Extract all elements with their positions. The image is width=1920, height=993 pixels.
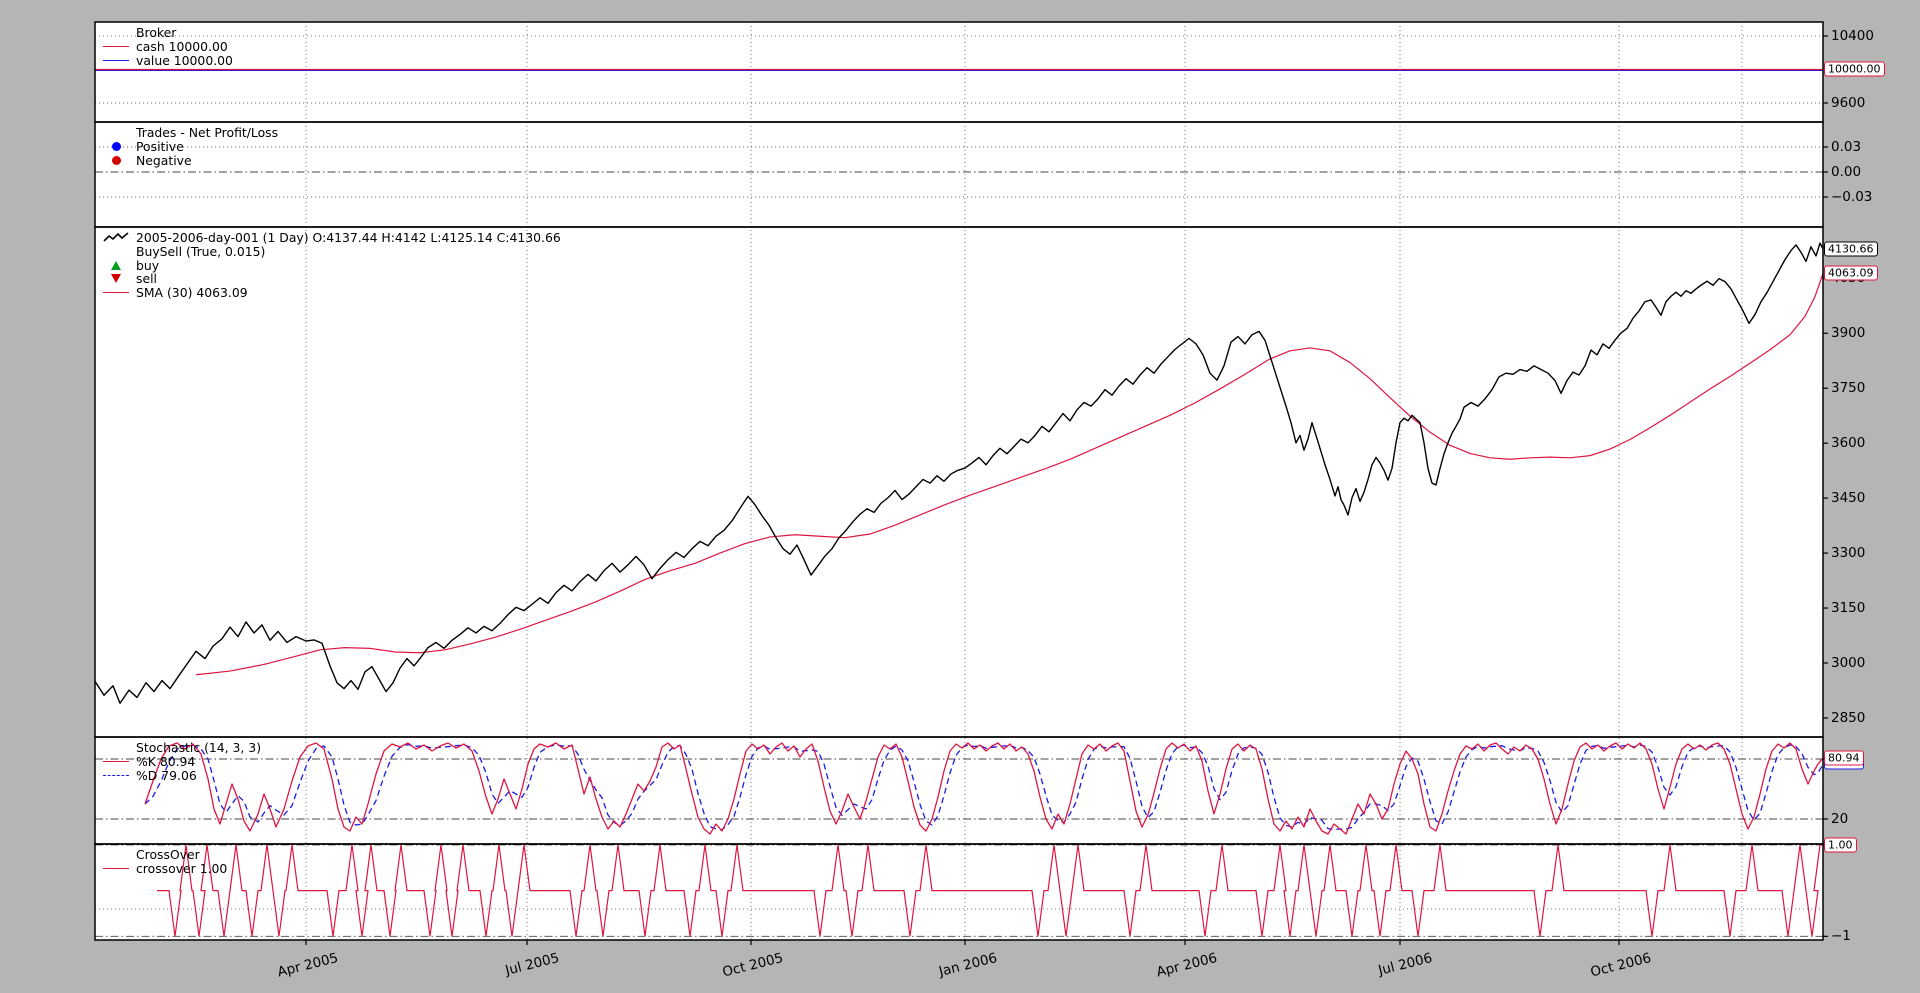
crossover-line [157, 844, 1823, 937]
sma-line [195, 273, 1823, 676]
price-line [95, 242, 1823, 704]
broker-panel [95, 22, 1823, 122]
price-panel [95, 227, 1823, 737]
trades-panel [95, 122, 1823, 227]
cross-panel-border [94, 843, 1824, 941]
percent-k-line [144, 742, 1823, 835]
cross-panel [95, 844, 1823, 940]
stoch-panel [95, 737, 1823, 844]
